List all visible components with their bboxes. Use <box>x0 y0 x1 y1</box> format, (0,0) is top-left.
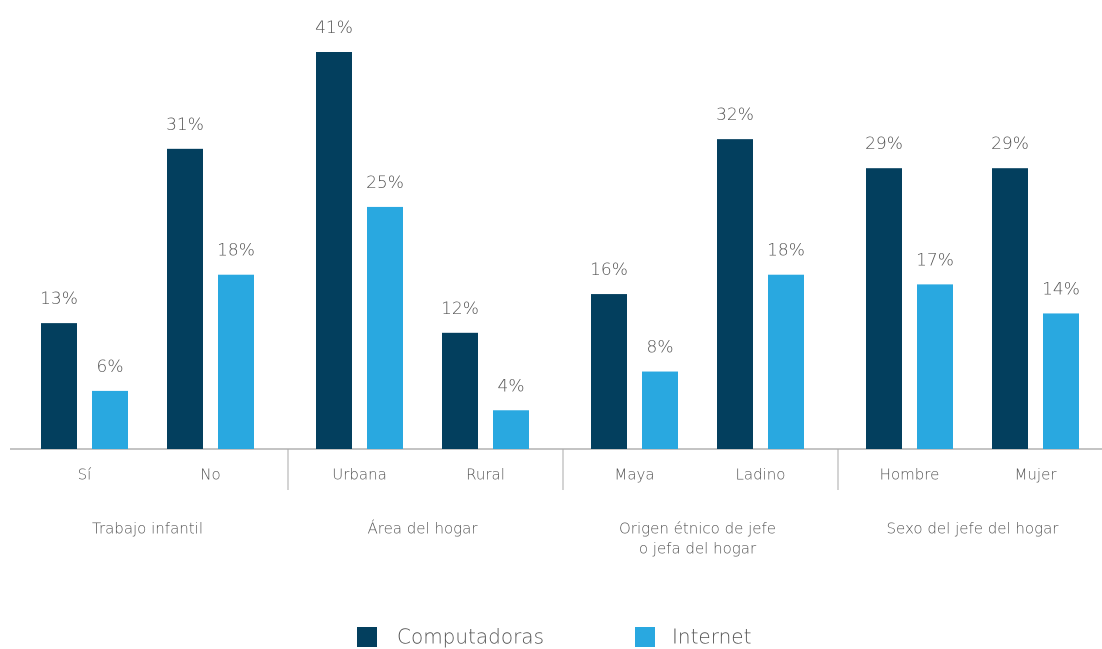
bar <box>992 168 1028 449</box>
legend-label: Computadoras <box>397 625 544 649</box>
x-tick-label: Rural <box>466 466 505 484</box>
value-label: 6% <box>97 357 124 377</box>
legend-label: Internet <box>672 625 751 649</box>
value-label: 29% <box>865 134 903 154</box>
bar <box>442 332 478 449</box>
legend-swatch <box>357 627 377 647</box>
value-label: 18% <box>217 241 255 261</box>
group-label: Trabajo infantil <box>92 520 203 538</box>
x-tick-label: Mujer <box>1014 466 1057 484</box>
bar <box>41 323 77 449</box>
value-label: 4% <box>498 376 525 396</box>
value-label: 41% <box>315 18 353 38</box>
x-tick-label: Sí <box>78 466 93 484</box>
value-label: 16% <box>590 260 628 280</box>
value-label: 13% <box>40 289 78 309</box>
bar <box>167 148 203 449</box>
bar <box>768 274 804 449</box>
group-label: o jefa del hogar <box>639 540 757 558</box>
value-label: 31% <box>166 115 204 135</box>
group-label: Origen étnico de jefe <box>619 520 776 538</box>
bar <box>591 294 627 449</box>
bar <box>642 371 678 449</box>
legend-swatch <box>635 627 655 647</box>
bar <box>717 139 753 449</box>
x-tick-label: Hombre <box>880 466 940 484</box>
value-label: 12% <box>441 299 479 319</box>
value-label: 18% <box>767 241 805 261</box>
bar <box>1043 313 1079 449</box>
group-label: Sexo del jefe del hogar <box>887 520 1060 538</box>
value-label: 14% <box>1042 279 1080 299</box>
bar <box>866 168 902 449</box>
bar <box>218 274 254 449</box>
bar <box>367 206 403 449</box>
value-label: 17% <box>916 250 954 270</box>
bar <box>92 390 128 449</box>
group-label: Área del hogar <box>367 519 478 538</box>
value-label: 8% <box>647 338 674 358</box>
x-tick-label: Ladino <box>736 466 786 484</box>
value-label: 29% <box>991 134 1029 154</box>
value-label: 25% <box>366 173 404 193</box>
x-tick-label: No <box>200 466 220 484</box>
bar <box>316 52 352 449</box>
x-tick-label: Maya <box>614 466 654 484</box>
x-tick-label: Urbana <box>332 466 387 484</box>
bar <box>493 410 529 449</box>
value-label: 32% <box>716 105 754 125</box>
bar <box>917 284 953 449</box>
